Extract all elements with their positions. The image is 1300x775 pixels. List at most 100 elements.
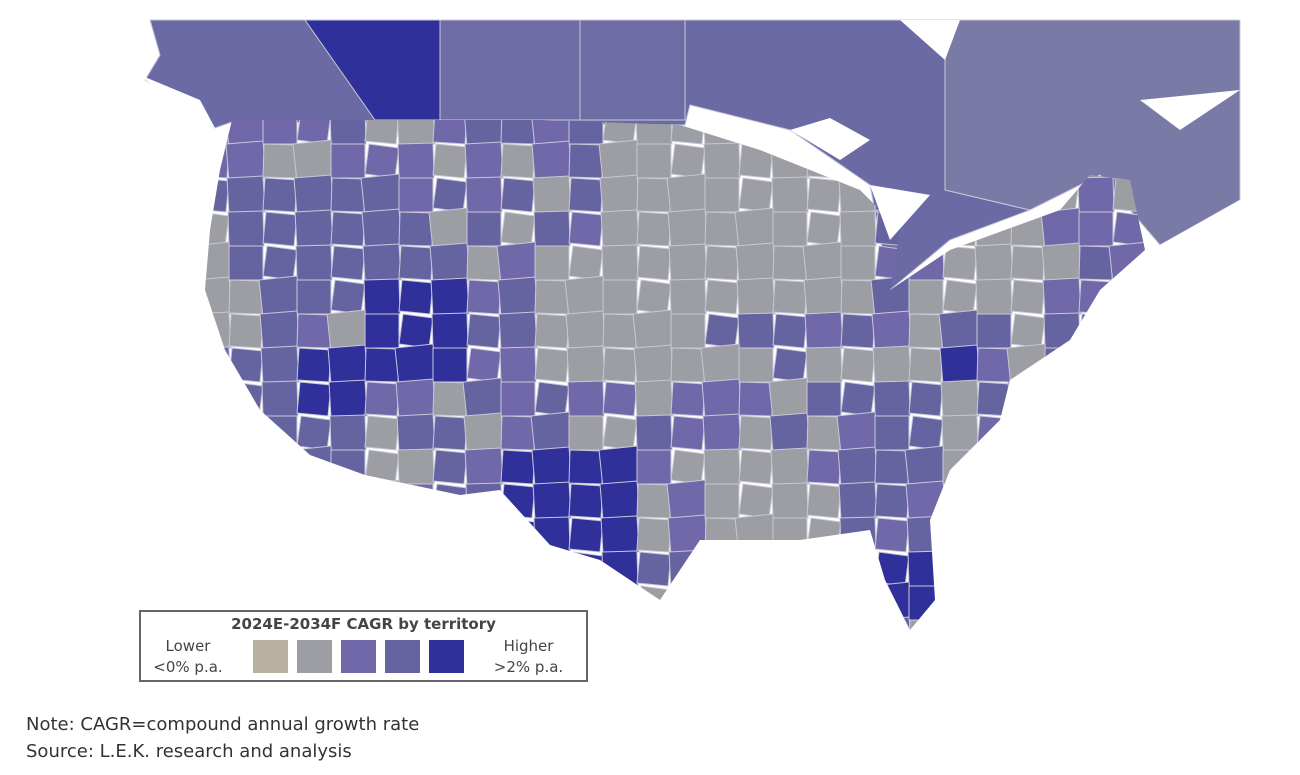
territory — [703, 448, 741, 486]
territory — [1078, 245, 1114, 281]
territory — [261, 380, 299, 418]
territory — [465, 176, 503, 214]
territory — [294, 209, 334, 249]
territory — [974, 549, 1014, 589]
territory — [737, 618, 775, 630]
territory — [466, 551, 502, 587]
territory — [224, 411, 268, 455]
territory — [330, 177, 366, 213]
territory — [770, 447, 810, 487]
territory — [772, 619, 808, 630]
territory — [667, 514, 709, 556]
territory — [432, 381, 468, 417]
territory — [908, 415, 944, 451]
territory — [636, 143, 672, 179]
territory — [397, 448, 435, 486]
territory — [600, 515, 640, 555]
territory — [942, 551, 978, 587]
territory — [296, 279, 332, 315]
territory — [942, 585, 978, 621]
territory — [262, 449, 298, 485]
territory — [361, 514, 403, 556]
territory — [976, 415, 1012, 451]
territory — [1112, 449, 1145, 485]
territory — [499, 346, 537, 384]
territory — [907, 550, 945, 588]
territory — [498, 311, 538, 351]
territory — [1043, 312, 1081, 350]
territory — [260, 345, 300, 385]
territory — [397, 142, 435, 180]
territory — [496, 547, 540, 591]
territory — [803, 582, 845, 624]
territory — [466, 517, 502, 553]
territory — [704, 211, 740, 247]
territory — [533, 516, 571, 554]
territory — [330, 143, 366, 179]
territory — [736, 583, 776, 623]
territory — [1010, 211, 1046, 247]
territory — [464, 141, 504, 181]
canada-territory — [579, 19, 686, 121]
territory — [736, 277, 776, 317]
territory — [205, 143, 230, 179]
territory — [262, 177, 298, 213]
territory — [500, 177, 536, 213]
territory — [940, 379, 980, 419]
territory — [330, 483, 366, 519]
territory — [874, 483, 910, 519]
territory — [738, 483, 774, 519]
territory — [636, 245, 672, 281]
territory — [205, 547, 234, 591]
territory — [568, 449, 604, 485]
territory — [908, 279, 944, 315]
territory — [704, 245, 740, 281]
territory — [670, 619, 706, 630]
territory — [500, 381, 536, 417]
territory — [1044, 449, 1080, 485]
territory — [1078, 313, 1114, 349]
territory — [568, 517, 604, 553]
territory — [906, 515, 946, 555]
territory — [939, 344, 981, 386]
territory — [1043, 618, 1081, 630]
territory — [976, 313, 1012, 349]
territory — [738, 177, 774, 213]
legend: 2024E-2034F CAGR by territory Lower <0% p… — [139, 610, 588, 682]
territory — [398, 313, 434, 349]
territory — [1041, 242, 1083, 284]
territory — [636, 279, 672, 315]
territory — [738, 143, 774, 179]
water-cutout — [790, 118, 870, 160]
territory — [259, 310, 301, 352]
territory — [500, 211, 536, 247]
canada-territory — [439, 19, 581, 121]
territory — [599, 174, 641, 216]
territory — [1077, 176, 1115, 214]
legend-title: 2024E-2034F CAGR by territory — [231, 615, 496, 633]
territory — [772, 245, 808, 281]
territory — [205, 449, 230, 485]
territory — [602, 279, 638, 315]
territory — [500, 449, 536, 485]
territory — [296, 347, 332, 383]
territory — [295, 550, 333, 588]
territory — [703, 142, 741, 180]
territory — [398, 483, 434, 519]
territory — [330, 517, 366, 553]
territory — [1010, 245, 1046, 281]
territory — [602, 381, 638, 417]
territory — [840, 619, 876, 630]
territory — [228, 313, 264, 349]
territory — [636, 177, 672, 213]
territory — [635, 120, 673, 146]
territory — [734, 513, 778, 557]
territory — [670, 381, 706, 417]
territory — [328, 379, 368, 419]
territory — [262, 483, 298, 519]
territory — [1044, 483, 1080, 519]
territory — [1044, 347, 1080, 383]
territory — [466, 211, 502, 247]
territory — [1010, 279, 1046, 315]
territory — [1008, 413, 1048, 453]
